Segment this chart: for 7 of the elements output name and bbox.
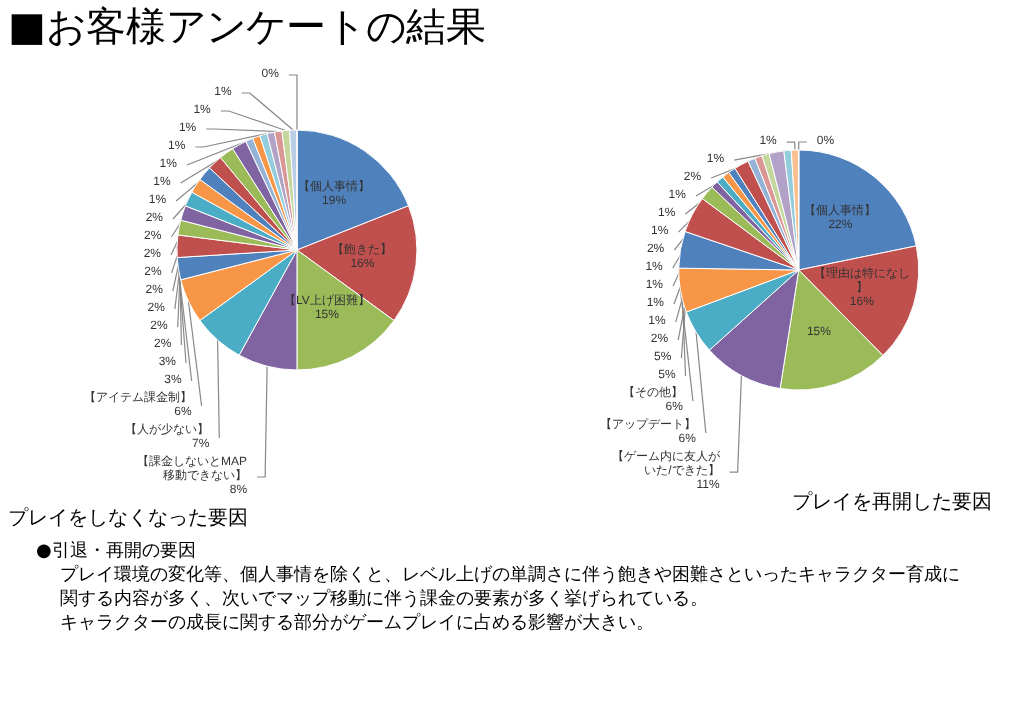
text: プレイをしなくなった要因 xyxy=(8,505,248,532)
chart-title: ■お客様アンケートの結果 xyxy=(8,0,486,54)
text: プレイを再開した要因 xyxy=(792,489,992,516)
text: ●引退・再開の要因 xyxy=(36,540,198,564)
text: プレイ環境の変化等、個人事情を除くと、レベル上げの単調さに伴う飽きや困難さといったキャラクター育成に xyxy=(60,564,962,588)
text: 関する内容が多く、次いでマップ移動に伴う課金の要素が多く挙げられている。 xyxy=(60,588,710,612)
text: キャラクターの成長に関する部分がゲームプレイに占める影響が大きい。 xyxy=(60,612,656,636)
